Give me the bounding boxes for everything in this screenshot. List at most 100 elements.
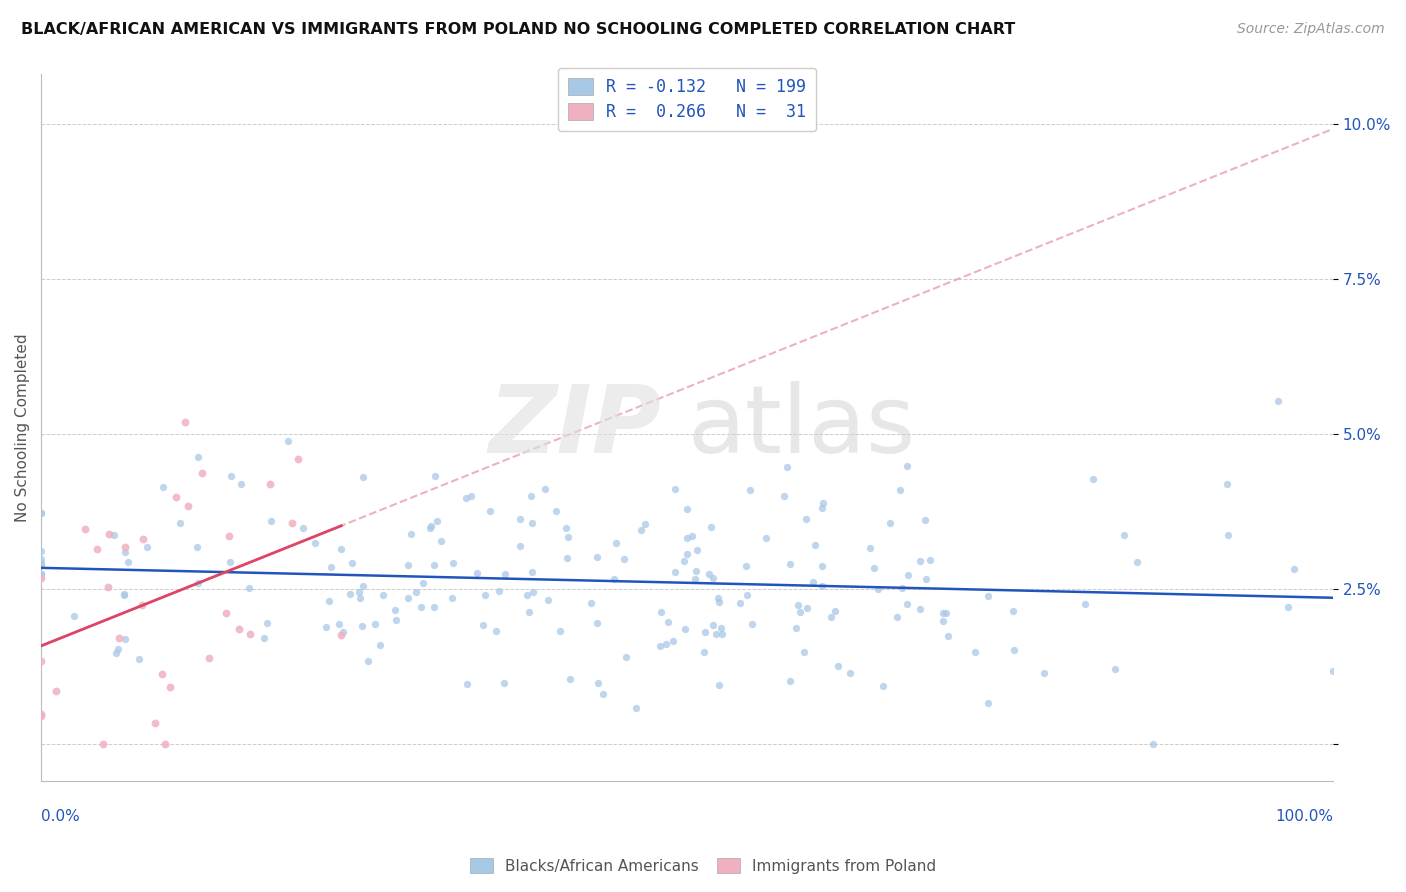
Point: [423, 600, 446, 615]
Point: [429, 534, 451, 549]
Point: [655, 637, 678, 651]
Text: ZIP: ZIP: [488, 382, 661, 474]
Point: [897, 568, 920, 582]
Point: [422, 558, 444, 572]
Point: [465, 566, 488, 580]
Point: [441, 557, 464, 571]
Point: [516, 588, 538, 602]
Point: [755, 532, 778, 546]
Point: [918, 553, 941, 567]
Point: [319, 559, 342, 574]
Point: [30, 707, 52, 722]
Point: [634, 516, 657, 531]
Point: [215, 606, 238, 620]
Point: [349, 591, 371, 605]
Point: [685, 564, 707, 578]
Point: [1322, 664, 1344, 678]
Point: [112, 588, 135, 602]
Point: [425, 468, 447, 483]
Point: [737, 588, 759, 602]
Point: [796, 600, 818, 615]
Legend: R = -0.132   N = 199, R =  0.266   N =  31: R = -0.132 N = 199, R = 0.266 N = 31: [558, 68, 815, 131]
Point: [405, 584, 427, 599]
Point: [681, 529, 703, 543]
Point: [650, 639, 672, 653]
Point: [104, 646, 127, 660]
Legend: Blacks/African Americans, Immigrants from Poland: Blacks/African Americans, Immigrants fro…: [464, 852, 942, 880]
Point: [710, 621, 733, 635]
Point: [460, 489, 482, 503]
Point: [228, 622, 250, 636]
Point: [803, 538, 825, 552]
Point: [411, 599, 433, 614]
Point: [471, 617, 494, 632]
Point: [675, 502, 697, 516]
Point: [605, 536, 627, 550]
Point: [117, 555, 139, 569]
Point: [707, 678, 730, 692]
Point: [868, 582, 890, 596]
Point: [859, 541, 882, 555]
Point: [910, 554, 932, 568]
Point: [396, 558, 419, 573]
Point: [810, 559, 832, 574]
Point: [936, 630, 959, 644]
Point: [517, 606, 540, 620]
Point: [1112, 528, 1135, 542]
Point: [785, 621, 807, 635]
Point: [177, 499, 200, 513]
Point: [30, 566, 52, 581]
Point: [190, 466, 212, 480]
Point: [592, 687, 614, 701]
Point: [520, 516, 543, 530]
Point: [889, 483, 911, 497]
Point: [332, 624, 354, 639]
Point: [624, 700, 647, 714]
Point: [253, 631, 276, 645]
Point: [699, 520, 721, 534]
Point: [441, 591, 464, 606]
Point: [602, 572, 624, 586]
Point: [886, 610, 908, 624]
Point: [558, 672, 581, 686]
Point: [509, 539, 531, 553]
Point: [697, 566, 720, 581]
Point: [824, 604, 846, 618]
Point: [585, 549, 607, 564]
Point: [456, 677, 478, 691]
Point: [1033, 666, 1056, 681]
Point: [896, 598, 918, 612]
Point: [86, 541, 108, 556]
Point: [683, 572, 706, 586]
Point: [131, 598, 153, 612]
Point: [63, 609, 86, 624]
Point: [97, 580, 120, 594]
Point: [789, 605, 811, 619]
Point: [143, 716, 166, 731]
Point: [520, 565, 543, 579]
Point: [776, 459, 799, 474]
Point: [98, 527, 121, 541]
Point: [586, 676, 609, 690]
Point: [30, 567, 52, 582]
Point: [1104, 662, 1126, 676]
Point: [977, 589, 1000, 603]
Point: [426, 514, 449, 528]
Point: [740, 483, 762, 497]
Point: [579, 596, 602, 610]
Point: [554, 521, 576, 535]
Point: [779, 557, 801, 571]
Point: [810, 579, 832, 593]
Point: [330, 628, 353, 642]
Point: [159, 681, 181, 695]
Point: [30, 552, 52, 566]
Point: [364, 617, 387, 632]
Point: [238, 582, 260, 596]
Point: [318, 594, 340, 608]
Point: [30, 708, 52, 723]
Point: [820, 610, 842, 624]
Point: [1081, 472, 1104, 486]
Point: [128, 652, 150, 666]
Point: [219, 469, 242, 483]
Point: [494, 566, 516, 581]
